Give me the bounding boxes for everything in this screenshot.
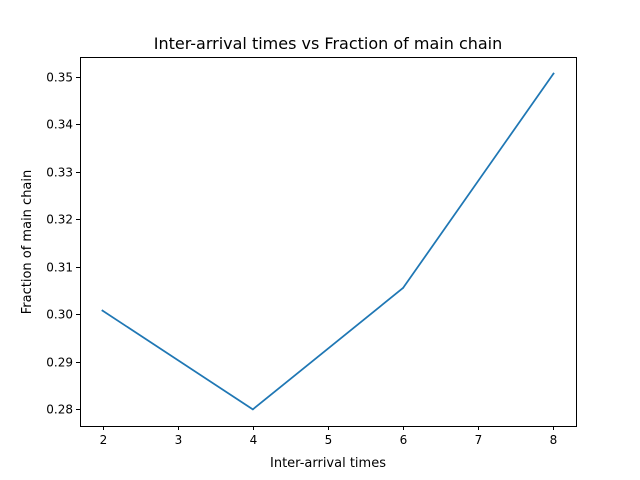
x-tick-label: 2 xyxy=(100,433,108,447)
y-tick-label: 0.31 xyxy=(46,261,73,275)
x-axis-label: Inter-arrival times xyxy=(270,456,386,471)
data-point xyxy=(402,286,405,289)
y-axis-ticks: 0.28 0.29 0.30 0.31 0.32 0.33 0.34 0.35 xyxy=(46,71,80,417)
x-tick-label: 6 xyxy=(400,433,408,447)
y-tick-label: 0.28 xyxy=(46,403,73,417)
x-tick-label: 5 xyxy=(325,433,333,447)
plot-frame xyxy=(80,57,577,427)
data-point xyxy=(101,309,104,312)
y-axis-label: Fraction of main chain xyxy=(20,170,35,315)
x-tick-label: 7 xyxy=(475,433,483,447)
y-tick-label: 0.33 xyxy=(46,166,73,180)
x-tick-label: 8 xyxy=(550,433,558,447)
y-tick-label: 0.32 xyxy=(46,213,73,227)
series-layer xyxy=(101,72,555,411)
y-tick-label: 0.29 xyxy=(46,356,73,370)
y-tick-label: 0.30 xyxy=(46,308,73,322)
x-tick-label: 4 xyxy=(250,433,258,447)
y-tick-label: 0.35 xyxy=(46,71,73,85)
plot-area: 2 3 4 5 6 7 8 0.28 0.29 0.30 0.31 0.32 0.33 0.34 0.35 xyxy=(46,57,577,447)
data-point xyxy=(251,408,254,411)
chart-title: Inter-arrival times vs Fraction of main … xyxy=(154,34,503,53)
x-axis-ticks: 2 3 4 5 6 7 8 xyxy=(100,426,558,447)
x-tick-label: 3 xyxy=(175,433,183,447)
y-tick-label: 0.34 xyxy=(46,118,73,132)
data-point xyxy=(552,72,555,75)
series-line-0 xyxy=(101,72,555,411)
